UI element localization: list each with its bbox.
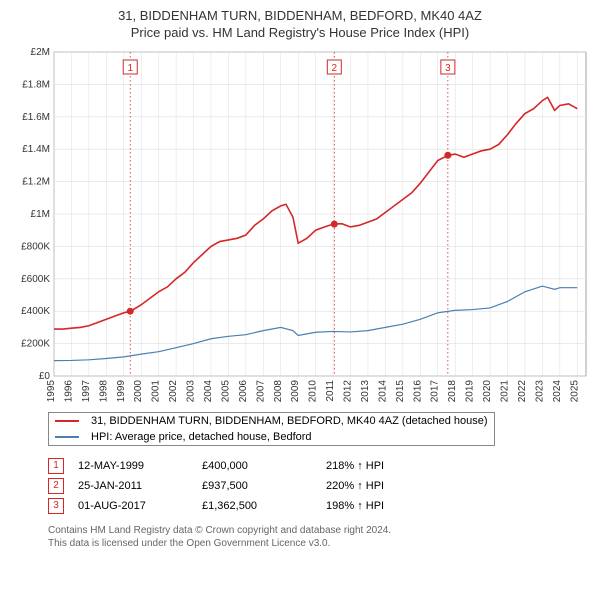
sale-row: 1 12-MAY-1999 £400,000 218% ↑ HPI — [48, 458, 398, 474]
x-tick-label: 2011 — [325, 380, 336, 402]
sale-marker-icon: 3 — [48, 498, 64, 514]
x-tick-label: 2000 — [133, 380, 144, 403]
y-tick-label: £800K — [21, 241, 50, 252]
legend-row: HPI: Average price, detached house, Bedf… — [49, 429, 495, 446]
x-tick-label: 2012 — [343, 380, 354, 403]
y-tick-label: £200K — [21, 339, 50, 350]
sale-hpi-pct: 218% ↑ HPI — [326, 458, 398, 474]
x-tick-label: 2010 — [308, 380, 319, 403]
sale-date: 25-JAN-2011 — [78, 478, 202, 494]
legend-label: 31, BIDDENHAM TURN, BIDDENHAM, BEDFORD, … — [85, 413, 494, 430]
x-tick-label: 2018 — [447, 380, 458, 403]
x-tick-label: 2008 — [273, 380, 284, 403]
x-tick-label: 2006 — [238, 380, 249, 403]
chart-container: 31, BIDDENHAM TURN, BIDDENHAM, BEDFORD, … — [0, 0, 600, 558]
x-tick-label: 2004 — [203, 380, 214, 403]
legend-swatch — [55, 436, 79, 438]
y-tick-label: £400K — [21, 306, 50, 317]
x-tick-label: 2015 — [395, 380, 406, 403]
x-tick-label: 2007 — [255, 380, 266, 403]
legend-swatch — [55, 420, 79, 422]
legend: 31, BIDDENHAM TURN, BIDDENHAM, BEDFORD, … — [48, 412, 495, 446]
legend-row: 31, BIDDENHAM TURN, BIDDENHAM, BEDFORD, … — [49, 413, 495, 430]
sale-hpi-pct: 198% ↑ HPI — [326, 498, 398, 514]
legend-label: HPI: Average price, detached house, Bedf… — [85, 429, 494, 446]
x-tick-label: 2001 — [151, 380, 162, 403]
x-tick-label: 1999 — [116, 380, 127, 403]
sale-marker-num: 3 — [445, 63, 451, 74]
x-tick-label: 1997 — [81, 380, 92, 403]
sale-date: 01-AUG-2017 — [78, 498, 202, 514]
y-tick-label: £1M — [31, 209, 50, 220]
y-tick-label: £2M — [31, 47, 50, 58]
x-tick-label: 2016 — [412, 380, 423, 403]
sale-dot — [444, 152, 451, 159]
x-tick-label: 2013 — [360, 380, 371, 403]
x-tick-label: 2019 — [465, 380, 476, 403]
x-tick-label: 1996 — [63, 380, 74, 403]
sales-table: 1 12-MAY-1999 £400,000 218% ↑ HPI 2 25-J… — [48, 454, 398, 518]
sale-hpi-pct: 220% ↑ HPI — [326, 478, 398, 494]
sale-price: £937,500 — [202, 478, 326, 494]
subtitle: Price paid vs. HM Land Registry's House … — [10, 25, 590, 40]
x-tick-label: 1998 — [98, 380, 109, 403]
x-tick-label: 2009 — [290, 380, 301, 403]
sale-marker-num: 1 — [127, 63, 133, 74]
sale-marker-icon: 2 — [48, 478, 64, 494]
x-tick-label: 2021 — [500, 380, 511, 403]
x-tick-label: 2024 — [552, 380, 563, 403]
x-tick-label: 2005 — [220, 380, 231, 403]
sale-row: 3 01-AUG-2017 £1,362,500 198% ↑ HPI — [48, 498, 398, 514]
y-tick-label: £1.6M — [22, 112, 50, 123]
sale-marker-num: 2 — [332, 63, 338, 74]
x-tick-label: 1995 — [46, 380, 57, 403]
footnote-line-2: This data is licensed under the Open Gov… — [48, 538, 330, 549]
y-tick-label: £1.4M — [22, 144, 50, 155]
footnote-line-1: Contains HM Land Registry data © Crown c… — [48, 525, 391, 536]
title: 31, BIDDENHAM TURN, BIDDENHAM, BEDFORD, … — [10, 8, 590, 23]
y-tick-label: £1.8M — [22, 79, 50, 90]
x-tick-label: 2025 — [569, 380, 580, 403]
sale-dot — [127, 308, 134, 315]
x-tick-label: 2022 — [517, 380, 528, 403]
y-tick-label: £1.2M — [22, 177, 50, 188]
x-tick-label: 2002 — [168, 380, 179, 403]
footnote: Contains HM Land Registry data © Crown c… — [48, 524, 590, 550]
x-tick-label: 2020 — [482, 380, 493, 403]
line-chart: £0£200K£400K£600K£800K£1M£1.2M£1.4M£1.6M… — [10, 46, 590, 406]
sale-date: 12-MAY-1999 — [78, 458, 202, 474]
x-tick-label: 2014 — [377, 380, 388, 403]
x-tick-label: 2023 — [534, 380, 545, 403]
sale-price: £1,362,500 — [202, 498, 326, 514]
y-tick-label: £600K — [21, 274, 50, 285]
sale-row: 2 25-JAN-2011 £937,500 220% ↑ HPI — [48, 478, 398, 494]
x-tick-label: 2003 — [186, 380, 197, 403]
x-tick-label: 2017 — [430, 380, 441, 403]
sale-dot — [331, 221, 338, 228]
sale-price: £400,000 — [202, 458, 326, 474]
sale-marker-icon: 1 — [48, 458, 64, 474]
